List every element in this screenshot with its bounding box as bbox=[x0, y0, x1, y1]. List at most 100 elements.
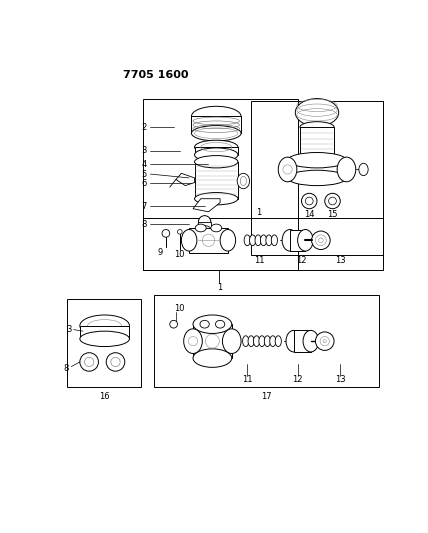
Circle shape bbox=[162, 230, 170, 237]
Text: 10: 10 bbox=[175, 251, 185, 260]
Ellipse shape bbox=[253, 336, 260, 346]
Text: 8: 8 bbox=[64, 364, 69, 373]
Ellipse shape bbox=[195, 192, 238, 205]
Ellipse shape bbox=[223, 329, 241, 353]
Text: 11: 11 bbox=[254, 256, 264, 265]
Polygon shape bbox=[176, 173, 195, 185]
Ellipse shape bbox=[300, 157, 334, 168]
Ellipse shape bbox=[265, 336, 270, 346]
Polygon shape bbox=[290, 230, 305, 251]
Circle shape bbox=[301, 193, 317, 209]
Ellipse shape bbox=[282, 230, 297, 251]
Ellipse shape bbox=[184, 329, 202, 353]
Polygon shape bbox=[195, 147, 238, 155]
Ellipse shape bbox=[243, 336, 249, 346]
Ellipse shape bbox=[288, 152, 346, 168]
Text: 17: 17 bbox=[262, 392, 272, 401]
Ellipse shape bbox=[199, 216, 211, 228]
Ellipse shape bbox=[337, 157, 356, 182]
Text: 12: 12 bbox=[292, 375, 303, 384]
Ellipse shape bbox=[191, 126, 241, 141]
Ellipse shape bbox=[208, 160, 224, 168]
Ellipse shape bbox=[237, 173, 250, 189]
Text: 15: 15 bbox=[327, 209, 338, 219]
Text: 6: 6 bbox=[141, 179, 146, 188]
Ellipse shape bbox=[211, 224, 222, 232]
Polygon shape bbox=[294, 330, 311, 352]
Polygon shape bbox=[193, 199, 220, 212]
Text: 1: 1 bbox=[217, 283, 222, 292]
Text: 12: 12 bbox=[296, 256, 307, 265]
Circle shape bbox=[178, 230, 182, 234]
Text: 2: 2 bbox=[141, 123, 146, 132]
Text: 9: 9 bbox=[157, 248, 162, 257]
Circle shape bbox=[106, 353, 125, 371]
Circle shape bbox=[80, 353, 98, 371]
Ellipse shape bbox=[220, 230, 236, 251]
Polygon shape bbox=[80, 326, 129, 339]
Text: 3: 3 bbox=[66, 325, 71, 334]
Circle shape bbox=[325, 193, 340, 209]
Polygon shape bbox=[195, 161, 238, 199]
Ellipse shape bbox=[259, 336, 265, 346]
Text: 16: 16 bbox=[99, 392, 110, 401]
Ellipse shape bbox=[80, 315, 129, 336]
Bar bbox=[143, 218, 383, 270]
Bar bbox=[143, 99, 297, 270]
Circle shape bbox=[315, 332, 334, 350]
Circle shape bbox=[305, 197, 313, 205]
Ellipse shape bbox=[191, 106, 241, 126]
Ellipse shape bbox=[255, 235, 261, 246]
Ellipse shape bbox=[271, 235, 277, 246]
Ellipse shape bbox=[286, 330, 301, 352]
Ellipse shape bbox=[181, 230, 197, 251]
Text: 4: 4 bbox=[141, 159, 146, 168]
Ellipse shape bbox=[200, 320, 209, 328]
Text: 10: 10 bbox=[174, 304, 184, 313]
Circle shape bbox=[170, 320, 178, 328]
Polygon shape bbox=[300, 127, 334, 163]
Ellipse shape bbox=[359, 163, 368, 175]
Ellipse shape bbox=[297, 230, 313, 251]
Text: 3: 3 bbox=[141, 147, 146, 156]
Ellipse shape bbox=[303, 330, 318, 352]
Ellipse shape bbox=[260, 235, 267, 246]
Ellipse shape bbox=[270, 336, 276, 346]
Ellipse shape bbox=[199, 225, 211, 233]
Bar bbox=[68, 299, 141, 387]
Ellipse shape bbox=[275, 336, 281, 346]
Ellipse shape bbox=[244, 235, 250, 246]
Text: 7: 7 bbox=[141, 202, 146, 211]
Text: 11: 11 bbox=[242, 375, 253, 384]
Circle shape bbox=[312, 231, 330, 249]
Text: 8: 8 bbox=[141, 220, 146, 229]
Text: 7705 1600: 7705 1600 bbox=[123, 70, 189, 80]
Circle shape bbox=[329, 197, 336, 205]
Polygon shape bbox=[193, 324, 232, 358]
Text: 5: 5 bbox=[141, 169, 146, 179]
Ellipse shape bbox=[193, 349, 232, 367]
Ellipse shape bbox=[193, 315, 232, 334]
Ellipse shape bbox=[266, 235, 272, 246]
Polygon shape bbox=[189, 228, 228, 253]
Bar bbox=[154, 295, 379, 387]
Ellipse shape bbox=[300, 122, 334, 133]
Ellipse shape bbox=[250, 235, 256, 246]
Ellipse shape bbox=[248, 336, 254, 346]
Polygon shape bbox=[199, 222, 211, 230]
Ellipse shape bbox=[288, 170, 346, 185]
Ellipse shape bbox=[195, 140, 238, 154]
Ellipse shape bbox=[195, 148, 238, 161]
Ellipse shape bbox=[278, 157, 297, 182]
Ellipse shape bbox=[195, 224, 206, 232]
Ellipse shape bbox=[295, 99, 339, 126]
Text: 13: 13 bbox=[335, 375, 345, 384]
Ellipse shape bbox=[195, 156, 238, 168]
Bar bbox=[251, 101, 383, 255]
Polygon shape bbox=[191, 116, 241, 133]
Polygon shape bbox=[288, 160, 346, 178]
Text: 14: 14 bbox=[304, 209, 315, 219]
Text: 13: 13 bbox=[335, 256, 345, 265]
Ellipse shape bbox=[215, 320, 225, 328]
Text: 1: 1 bbox=[256, 208, 262, 217]
